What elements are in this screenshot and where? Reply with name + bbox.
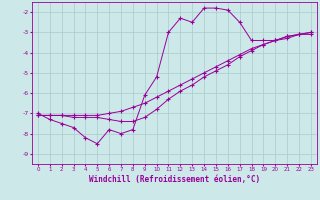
X-axis label: Windchill (Refroidissement éolien,°C): Windchill (Refroidissement éolien,°C) [89, 175, 260, 184]
